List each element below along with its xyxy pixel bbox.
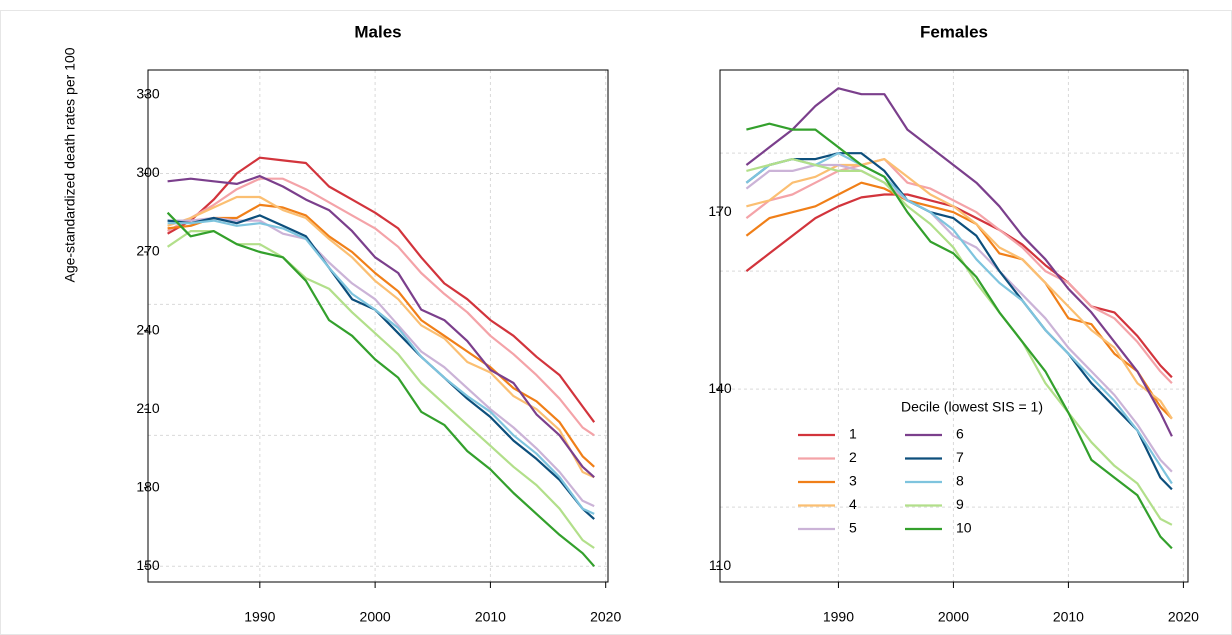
legend-label: 8 — [956, 473, 964, 489]
y-tick-label: 210 — [136, 400, 160, 416]
x-tick-label: 2020 — [1168, 609, 1199, 625]
series-line — [167, 203, 595, 468]
chart-title: Females — [920, 22, 988, 41]
series-line — [167, 219, 595, 515]
x-tick-label: 2000 — [938, 609, 969, 625]
series-line — [166, 211, 596, 568]
legend-label: 5 — [849, 520, 857, 536]
series-line — [167, 195, 595, 479]
series-line — [167, 214, 595, 520]
x-tick-label: 2010 — [475, 609, 506, 625]
series-line — [746, 158, 1173, 420]
page-frame — [0, 10, 1232, 635]
legend-label: 10 — [956, 520, 972, 536]
series-line — [745, 152, 1173, 491]
y-tick-label: 180 — [136, 478, 160, 494]
y-tick-label: 270 — [136, 243, 160, 259]
legend-label: 2 — [849, 449, 857, 465]
plot-frame — [147, 69, 609, 583]
series-line — [167, 177, 595, 437]
x-tick-label: 2000 — [360, 609, 391, 625]
legend-title: Decile (lowest SIS = 1) — [901, 399, 1043, 415]
series-line — [166, 230, 595, 549]
series-line — [167, 175, 595, 479]
series-line — [745, 87, 1173, 437]
chart-title: Males — [354, 22, 401, 41]
series-line — [745, 193, 1173, 379]
y-axis-label: Age-standardized death rates per 100 — [62, 47, 78, 282]
legend-label: 6 — [956, 426, 964, 442]
y-tick-label: 300 — [136, 164, 160, 180]
y-tick-label: 170 — [708, 203, 732, 219]
legend-label: 4 — [849, 496, 857, 512]
x-tick-label: 2010 — [1053, 609, 1084, 625]
plot-frame — [719, 69, 1189, 583]
legend-label: 9 — [956, 496, 964, 512]
x-tick-label: 2020 — [590, 609, 621, 625]
y-tick-label: 140 — [708, 380, 732, 396]
legend-label: 7 — [956, 449, 964, 465]
series-line — [745, 152, 1173, 485]
legend-label: 1 — [849, 426, 857, 442]
series-line — [745, 181, 1173, 420]
series-line — [745, 158, 1173, 384]
x-tick-label: 1990 — [823, 609, 854, 625]
legend-label: 3 — [849, 473, 857, 489]
y-tick-label: 240 — [136, 321, 160, 337]
y-tick-label: 330 — [136, 86, 160, 102]
y-tick-label: 110 — [709, 557, 732, 573]
series-line — [746, 122, 1173, 550]
x-tick-label: 1990 — [244, 609, 275, 625]
series-line — [167, 156, 596, 423]
series-line — [167, 216, 595, 508]
y-tick-label: 150 — [136, 557, 160, 573]
